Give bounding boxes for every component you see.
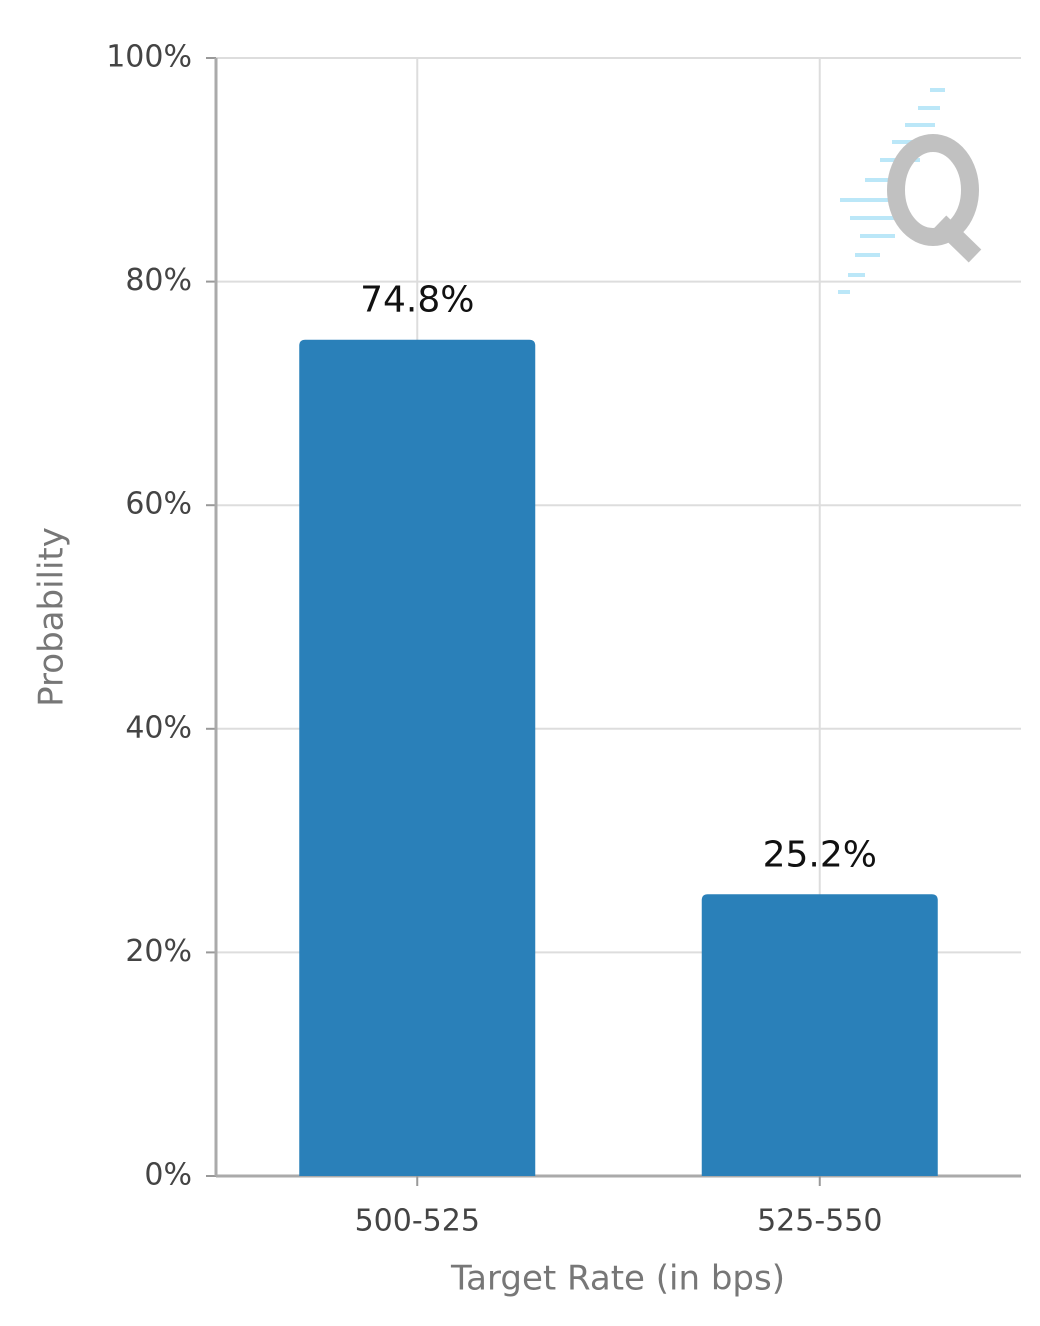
x-tick-label: 525-550 — [757, 1204, 882, 1239]
x-axis-title: Target Rate (in bps) — [450, 1259, 785, 1299]
x-tick-label: 500-525 — [355, 1204, 480, 1239]
bar — [299, 339, 536, 1177]
y-tick-label: 60% — [125, 487, 192, 522]
y-tick-label: 80% — [125, 263, 192, 298]
y-axis-title: Probability — [32, 527, 72, 707]
y-tick-label: 100% — [106, 40, 192, 75]
value-label: 74.8% — [360, 280, 474, 321]
value-label: 25.2% — [763, 834, 877, 875]
y-tick-label: 0% — [144, 1158, 192, 1193]
watermark — [838, 88, 982, 294]
y-tick-label: 20% — [125, 934, 192, 969]
y-tick-label: 40% — [125, 710, 192, 745]
bar — [701, 894, 938, 1176]
